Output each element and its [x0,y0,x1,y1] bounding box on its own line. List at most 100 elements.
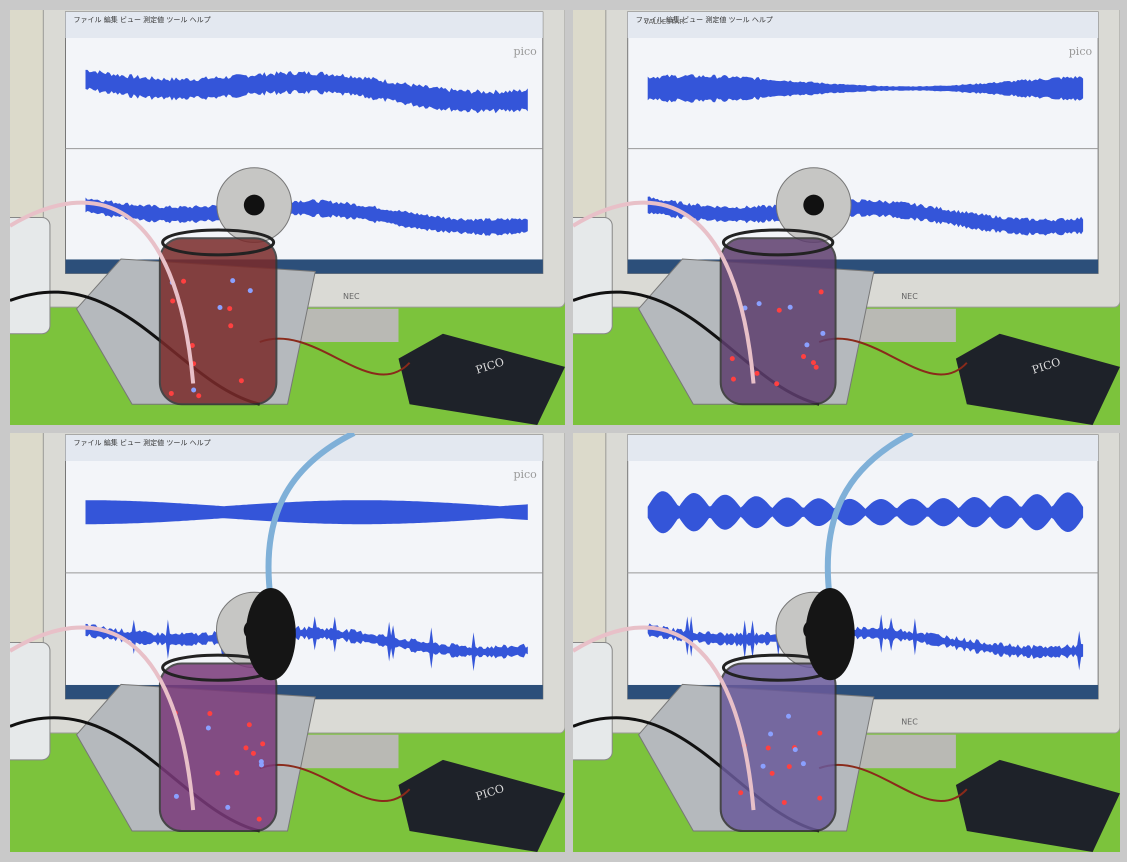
led [205,725,211,731]
led [818,289,824,295]
led [170,298,176,304]
led [765,745,771,751]
led [817,730,823,736]
jar-rim [161,228,276,257]
led [234,770,240,776]
photo-panel: NEC [573,433,1120,852]
led [250,750,256,756]
oscilloscope-box [398,333,565,425]
toolbar [65,435,543,461]
led [769,770,775,776]
monitor-logo: NEC [343,292,360,301]
led [173,793,179,799]
toolbar [65,12,543,38]
led [189,342,195,348]
led [168,390,174,396]
black-sculpture [805,588,855,681]
jar-rim [721,228,835,257]
menu-bar: ファイル 編集 ビュー 測定値 ツール ヘルプ [74,15,211,24]
led [804,342,810,348]
screen [627,434,1099,700]
led [196,393,202,399]
cable [259,337,411,376]
led [787,304,793,310]
waveform [647,491,1084,534]
jar [158,662,278,833]
led [217,304,223,310]
cable [259,763,411,803]
toolbar [627,435,1099,461]
led [800,761,806,767]
menu-bar: ファイル 編集 ビュー 測定値 ツール ヘルプ [636,15,773,24]
led [207,711,213,717]
cable [818,763,968,803]
blue-tube [265,433,356,601]
screen [65,11,544,274]
monitor-maker: VALUESTAR [644,18,684,26]
led [776,307,782,313]
led [228,323,234,329]
led [801,354,807,360]
pink-tube [573,200,756,384]
led [247,288,253,294]
led [810,360,816,366]
led [813,364,819,370]
led [781,799,787,805]
blue-tube [824,433,914,601]
led [227,306,233,312]
waveform [85,500,528,525]
jar [719,662,837,833]
cable [818,337,968,376]
led [243,745,249,751]
oscilloscope-box [955,759,1120,852]
screen [65,434,544,700]
waveform [647,614,1084,671]
led [768,731,774,737]
led [225,804,231,810]
jar [158,237,278,406]
monitor-logo: NEC [901,292,918,301]
led [730,376,736,382]
lid-hole [243,194,265,216]
lid-hole [803,194,825,216]
led [738,790,744,796]
pink-tube [573,625,756,811]
jar [719,237,837,406]
photo-panel: ファイル 編集 ビュー 測定値 ツール ヘルプpicoNECVALUESTARP… [573,10,1120,425]
waveform [85,612,528,672]
led [792,747,798,753]
software-brand: pico [1069,45,1093,58]
software-brand: pico [513,468,537,481]
waveform [647,74,1084,103]
led [786,713,792,719]
waveform [85,197,528,236]
led [256,816,262,822]
led [754,370,760,376]
led [260,741,266,747]
menu-bar: ファイル 編集 ビュー 測定値 ツール ヘルプ [74,438,211,447]
led [756,301,762,307]
scene: ファイル 編集 ビュー 測定値 ツール ヘルプpicoNECVALUESTARP… [573,10,1120,425]
waveform [647,196,1084,236]
led [774,381,780,387]
led [230,278,236,284]
pink-tube [10,200,196,384]
led [238,378,244,384]
led [786,764,792,770]
led [246,722,252,728]
pink-tube [10,625,196,811]
oscilloscope-box [398,759,565,852]
oscilloscope-box [955,333,1120,425]
led [760,763,766,769]
waveform [85,69,528,114]
led [820,330,826,336]
black-sculpture [245,588,296,681]
software-brand: pico [513,45,537,58]
led [258,762,264,768]
led [181,278,187,284]
